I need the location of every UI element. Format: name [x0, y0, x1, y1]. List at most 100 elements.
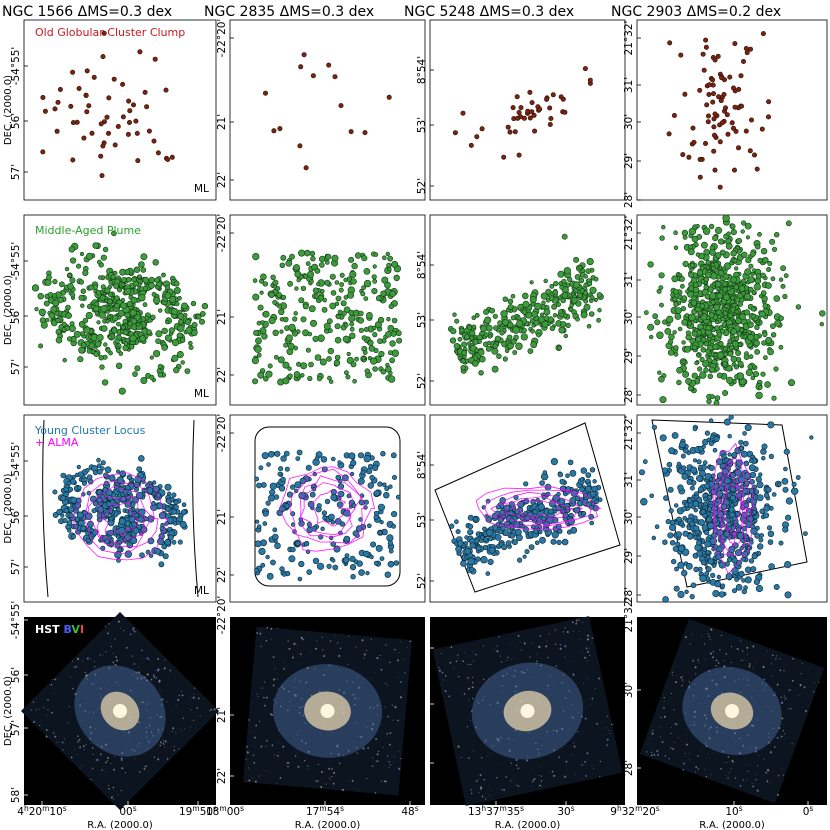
cluster-point-mid: [684, 313, 690, 318]
column-title-1: NGC 2835 ΔMS=0.3 dex: [204, 4, 374, 20]
hst-star: [166, 757, 169, 760]
hst-star: [392, 719, 394, 721]
hst-star: [565, 760, 568, 763]
cluster-point-mid: [740, 229, 745, 234]
cluster-point-young: [667, 486, 674, 493]
cluster-point-mid: [648, 334, 654, 340]
dec-tick-label: 21°32': [623, 598, 635, 633]
cluster-point-young: [500, 525, 506, 531]
hst-star: [334, 635, 336, 637]
cluster-point-mid: [368, 345, 375, 352]
cluster-point-mid: [472, 338, 479, 345]
cluster-point-mid: [713, 303, 721, 311]
cluster-point-mid: [709, 292, 717, 300]
hst-star: [520, 649, 523, 651]
cluster-point-old: [678, 52, 684, 58]
hst-star: [352, 681, 354, 683]
hst-star: [298, 712, 301, 714]
cluster-point-mid: [375, 295, 382, 302]
cluster-point-mid: [38, 308, 46, 316]
cluster-point-mid: [114, 302, 120, 309]
cluster-point-young: [391, 510, 398, 518]
hst-star: [591, 642, 592, 644]
cluster-point-young: [158, 561, 165, 568]
hst-star: [300, 706, 302, 708]
cluster-point-old: [86, 103, 92, 109]
cluster-point-young: [63, 508, 69, 514]
cluster-point-young: [332, 564, 339, 571]
cluster-point-mid: [499, 330, 505, 336]
cluster-point-young: [758, 472, 763, 477]
cluster-point-mid: [343, 277, 349, 283]
cluster-point-mid: [285, 259, 293, 267]
hst-star: [252, 731, 254, 733]
cluster-point-young: [63, 486, 69, 492]
hst-star: [343, 754, 345, 757]
ra-tick-label: 17m54s: [306, 804, 344, 819]
cluster-point-mid: [93, 305, 100, 312]
cluster-point-young: [662, 539, 668, 545]
cluster-point-mid: [387, 324, 395, 332]
hst-star: [88, 712, 90, 714]
cluster-point-young: [565, 473, 570, 479]
hst-star: [580, 697, 582, 698]
cluster-point-young: [699, 469, 706, 477]
footprint-outline: [254, 426, 401, 587]
hst-star: [52, 678, 54, 680]
cluster-point-young: [96, 513, 102, 519]
hst-star: [162, 742, 165, 745]
cluster-point-mid: [708, 223, 715, 230]
cluster-point-young: [464, 548, 471, 555]
cluster-point-mid: [522, 300, 530, 309]
cluster-point-mid: [61, 321, 67, 327]
cluster-point-young: [173, 499, 179, 505]
cluster-point-mid: [98, 311, 106, 319]
cluster-point-mid: [722, 361, 728, 367]
hst-star: [563, 710, 565, 712]
cluster-point-mid: [734, 305, 740, 310]
cluster-point-mid: [748, 263, 754, 269]
cluster-point-mid: [261, 333, 268, 340]
cluster-point-young: [358, 517, 363, 522]
cluster-point-mid: [647, 323, 655, 331]
cluster-point-mid: [78, 320, 86, 328]
hst-star: [143, 657, 145, 659]
cluster-point-mid: [69, 277, 76, 284]
cluster-point-mid: [67, 282, 74, 290]
alma-contour: [279, 466, 376, 552]
cluster-point-young: [254, 540, 262, 548]
dec-tick-label: 53': [416, 117, 428, 133]
hst-star: [376, 704, 378, 707]
hst-star: [140, 753, 142, 755]
cluster-point-mid: [188, 340, 193, 346]
cluster-point-young: [683, 447, 689, 454]
cluster-point-young: [76, 464, 81, 470]
cluster-point-mid: [300, 362, 308, 370]
hst-star: [598, 677, 601, 680]
cluster-point-mid: [318, 262, 325, 268]
hst-star: [562, 674, 565, 676]
cluster-point-mid: [559, 284, 565, 290]
cluster-point-mid: [97, 259, 102, 265]
hst-star: [519, 641, 521, 642]
cluster-point-mid: [107, 335, 113, 340]
hst-star: [173, 749, 176, 752]
cluster-point-mid: [483, 308, 490, 315]
cluster-point-mid: [308, 361, 314, 368]
hst-star: [160, 715, 163, 718]
cluster-point-mid: [770, 332, 777, 338]
cluster-point-mid: [146, 329, 152, 335]
hst-star: [100, 697, 102, 699]
cluster-point-mid: [667, 339, 674, 345]
hst-star: [302, 705, 304, 707]
cluster-point-mid: [467, 341, 472, 346]
cluster-point-mid: [70, 292, 76, 298]
cluster-point-mid: [142, 285, 148, 292]
cluster-point-mid: [65, 304, 71, 311]
cluster-point-young: [687, 498, 693, 504]
cluster-point-mid: [142, 302, 148, 308]
cluster-point-young: [387, 560, 395, 568]
hst-star: [114, 638, 116, 640]
cluster-point-young: [324, 498, 331, 505]
ra-tick-label: 18m00s: [206, 804, 244, 819]
